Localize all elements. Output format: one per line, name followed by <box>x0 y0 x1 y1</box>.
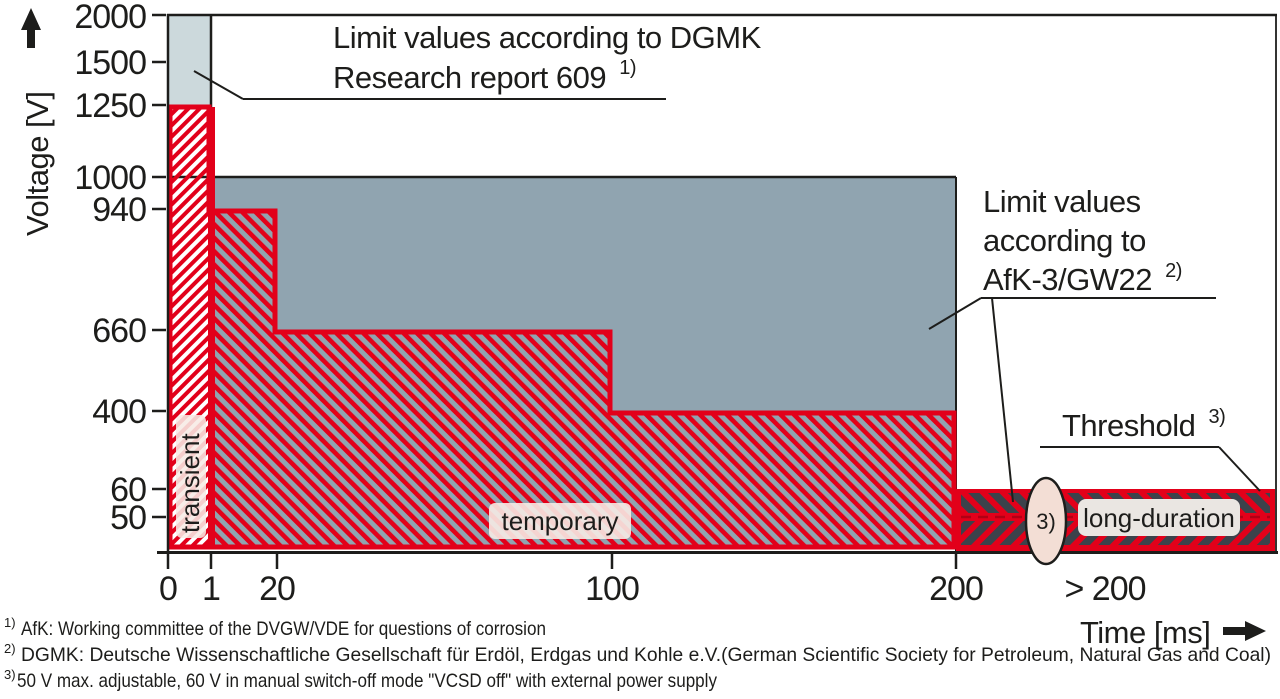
temporary-label-box <box>489 503 631 539</box>
threshold-callout: Threshold 3) <box>1040 406 1261 492</box>
dgmk-callout: Limit values according to DGMK Research … <box>193 20 769 100</box>
ellipse-marker-text: 3) <box>1036 509 1056 534</box>
dgmk-leader-line <box>193 70 244 100</box>
transient-label-box <box>176 415 206 538</box>
afk-callout: Limit values according to AfK-3/GW22 2) <box>928 184 1216 503</box>
afk-callout-line2: according to <box>983 223 1146 258</box>
threshold-callout-text: Threshold <box>1062 408 1195 443</box>
x-tick-label: 1 <box>202 570 220 608</box>
y-tick-label: 660 <box>92 312 146 350</box>
x-tick-label: 100 <box>585 570 639 608</box>
ellipse-shape <box>1024 476 1068 566</box>
y-tick-labels: 2000 1500 1250 1000 940 660 400 60 50 <box>74 0 147 537</box>
svg-text:Limit values according t: Limit values according to AfK-3/GW22 2) <box>983 184 1182 297</box>
dgmk-region <box>169 15 211 107</box>
dgmk-callout-line1: Limit values according to DGMK <box>333 20 762 55</box>
afk-callout-sup: 2) <box>1165 260 1182 282</box>
threshold-leader-line <box>1218 446 1261 492</box>
transient-zone-label: transient <box>175 415 206 538</box>
x-tick-label: > 200 <box>1064 570 1145 608</box>
svg-text:Threshold 3): Threshold 3) <box>1062 406 1225 443</box>
y-ticks <box>152 13 166 519</box>
dgmk-callout-sup: 1) <box>619 57 636 79</box>
footnote-marker: 2) <box>4 641 16 656</box>
x-tick-label: 20 <box>259 570 295 608</box>
footnote-3-ellipse: 3) <box>1024 476 1068 566</box>
footnote-text: DGMK: Deutsche Wissenschaftliche Gesells… <box>21 644 1271 666</box>
afk-leader-line-gray-region <box>928 297 982 330</box>
y-tick-label: 400 <box>92 393 146 431</box>
footnote-text: 50 V max. adjustable, 60 V in manual swi… <box>17 670 717 692</box>
footnote-marker: 1) <box>4 615 16 630</box>
long-duration-zone-label: long-duration <box>1078 499 1240 536</box>
dgmk-callout-line2: Research report 609 <box>333 60 606 95</box>
footnote: 1) AfK: Working committee of the DVGW/VD… <box>4 614 546 640</box>
afk-leader-line-band <box>991 297 1014 503</box>
x-ticks <box>166 554 958 569</box>
footnote-marker: 3) <box>4 667 16 682</box>
temporary-label-text: temporary <box>501 506 618 536</box>
footnote: 2) DGMK: Deutsche Wissenschaftliche Gese… <box>4 640 1271 666</box>
afk-callout-line3: AfK-3/GW22 <box>983 262 1152 297</box>
svg-text:Limit values according to DGMK: Limit values according to DGMK Research … <box>333 20 769 95</box>
footnotes: 1) AfK: Working committee of the DVGW/VD… <box>4 614 1271 692</box>
voltage-axis-label: Voltage [V] <box>20 92 55 236</box>
x-tick-labels: 0 1 20 100 200 > 200 <box>159 570 1147 608</box>
envelope-940v-fill <box>209 211 275 547</box>
long-duration-label-text: long-duration <box>1083 503 1235 533</box>
transient-label-text: transient <box>175 433 205 533</box>
long-duration-label-box <box>1078 499 1240 536</box>
x-tick-label: 0 <box>159 570 177 608</box>
y-tick-label: 60 <box>110 471 146 509</box>
voltage-axis-arrow-icon <box>21 8 41 48</box>
temporary-zone-label: temporary <box>489 503 631 539</box>
envelope-400v-fill <box>610 413 954 547</box>
x-tick-label: 200 <box>929 570 983 608</box>
y-tick-label: 2000 <box>74 0 146 36</box>
y-tick-label: 1000 <box>74 159 146 197</box>
time-axis-arrow-icon <box>1223 621 1266 641</box>
footnote: 3) 50 V max. adjustable, 60 V in manual … <box>4 666 717 692</box>
footnote-text: AfK: Working committee of the DVGW/VDE f… <box>21 618 546 640</box>
y-tick-label: 50 <box>110 499 146 537</box>
y-tick-label: 1500 <box>74 44 146 82</box>
y-tick-label: 1250 <box>74 87 146 125</box>
time-axis-label: Time [ms] <box>1080 615 1210 650</box>
afk-callout-line1: Limit values <box>983 184 1141 219</box>
y-tick-label: 940 <box>92 191 146 229</box>
threshold-callout-sup: 3) <box>1208 406 1225 428</box>
